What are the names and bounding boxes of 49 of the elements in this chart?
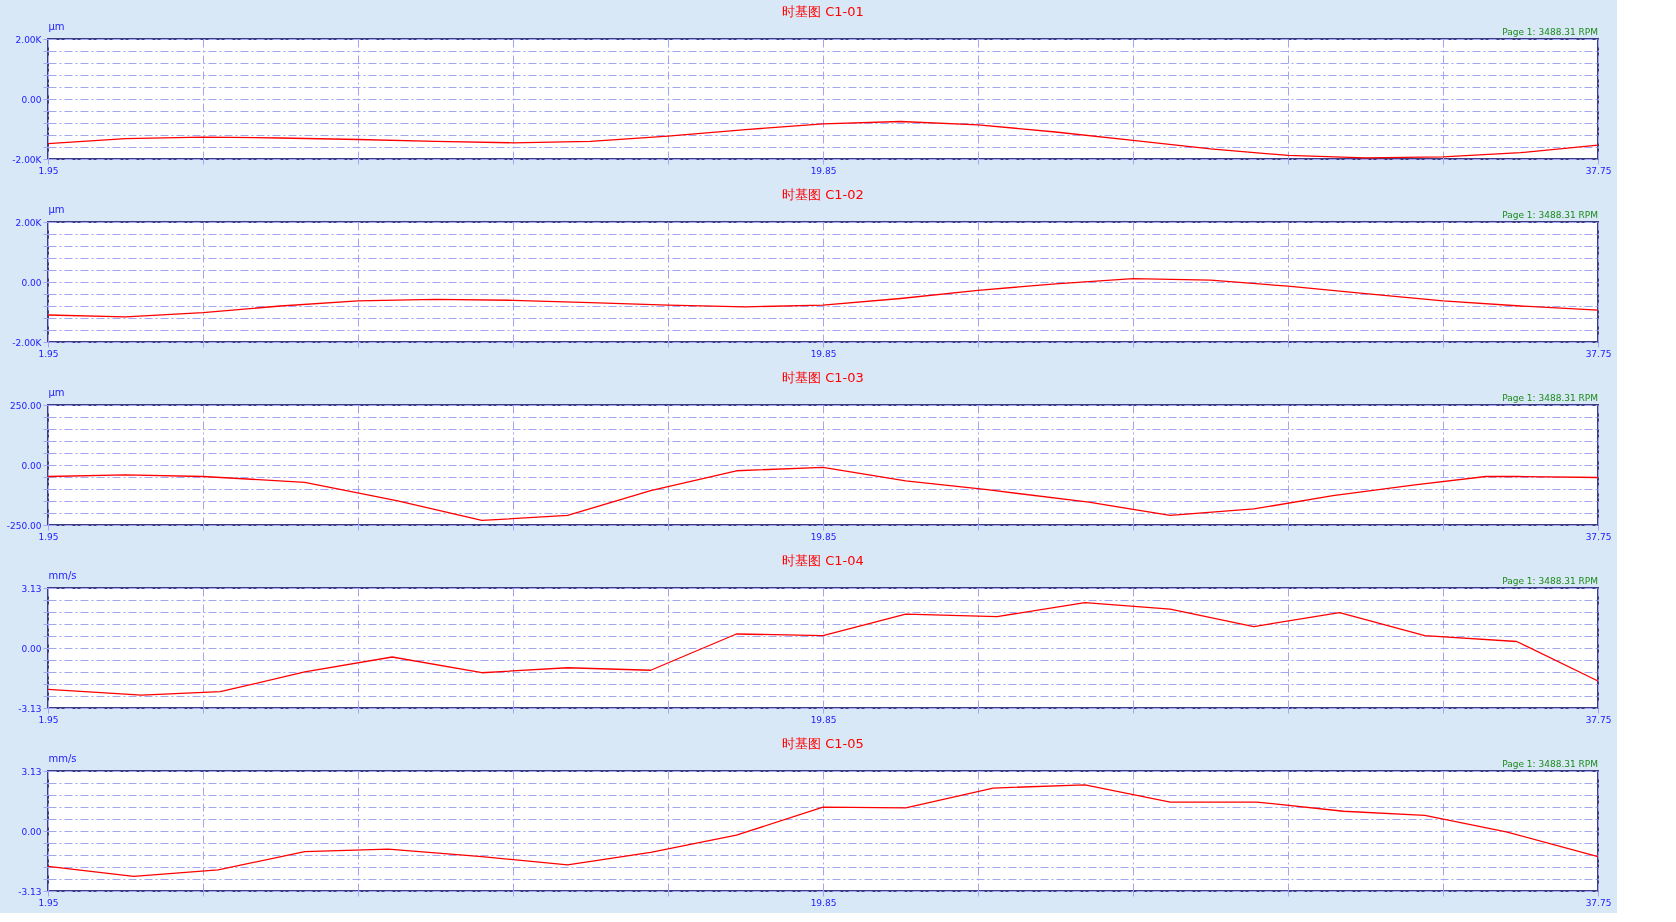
x-tick-label: 19.85	[810, 348, 837, 359]
x-tick-label: 19.85	[810, 165, 837, 176]
line-series	[47, 601, 1599, 696]
y-tick-label: 2.00K	[15, 217, 43, 228]
chart-title: 时基图 C1-01	[782, 4, 864, 19]
x-tick-label: 19.85	[810, 531, 837, 542]
y-axis-title: μm	[48, 203, 65, 215]
x-tick-label: 1.95	[38, 165, 59, 176]
y-tick-label: 2.00K	[15, 34, 43, 45]
line-series	[47, 466, 1599, 522]
text: Page 1: 3488.31 RPM	[1502, 393, 1598, 403]
chart-title: 时基图 C1-05	[782, 736, 864, 751]
y-axis-title: μm	[48, 386, 65, 398]
text: Page 1: 3488.31 RPM	[1502, 210, 1598, 220]
x-tick-label: 37.75	[1585, 165, 1612, 176]
chart-title: 时基图 C1-02	[782, 187, 864, 202]
y-tick-label: 3.13	[21, 583, 42, 594]
text: Page 1: 3488.31 RPM	[1502, 27, 1598, 37]
y-tick-label: 0.00	[21, 277, 42, 288]
x-tick-label: 19.85	[810, 897, 837, 908]
y-axis-title: μm	[48, 20, 65, 32]
x-tick-label: 37.75	[1585, 897, 1612, 908]
text: Page 1: 3488.31 RPM	[1502, 576, 1598, 586]
x-tick-label: 19.85	[810, 714, 837, 725]
chart-title: 时基图 C1-04	[782, 553, 864, 568]
line-series	[47, 784, 1599, 878]
y-tick-label: 0.00	[21, 460, 42, 471]
x-tick-label: 37.75	[1585, 348, 1612, 359]
x-tick-label: 1.95	[38, 531, 59, 542]
y-tick-label: -3.13	[18, 886, 42, 897]
text: Page 1: 3488.31 RPM	[1502, 759, 1598, 769]
y-tick-label: -2.00K	[12, 154, 43, 165]
x-tick-label: 1.95	[38, 348, 59, 359]
y-tick-label: -3.13	[18, 703, 42, 714]
line-series	[47, 278, 1599, 318]
y-tick-label: 250.00	[10, 400, 42, 411]
y-tick-label: -2.00K	[12, 337, 43, 348]
x-tick-label: 1.95	[38, 897, 59, 908]
y-tick-label: 0.00	[21, 826, 42, 837]
y-tick-label: 0.00	[21, 94, 42, 105]
y-tick-label: -250.00	[6, 520, 42, 531]
y-axis-title: mm/s	[48, 569, 77, 581]
x-tick-label: 37.75	[1585, 714, 1612, 725]
y-tick-label: 0.00	[21, 643, 42, 654]
x-tick-label: 37.75	[1585, 531, 1612, 542]
x-tick-label: 1.95	[38, 714, 59, 725]
y-axis-title: mm/s	[48, 752, 77, 764]
chart-title: 时基图 C1-03	[782, 370, 864, 385]
y-tick-label: 3.13	[21, 766, 42, 777]
